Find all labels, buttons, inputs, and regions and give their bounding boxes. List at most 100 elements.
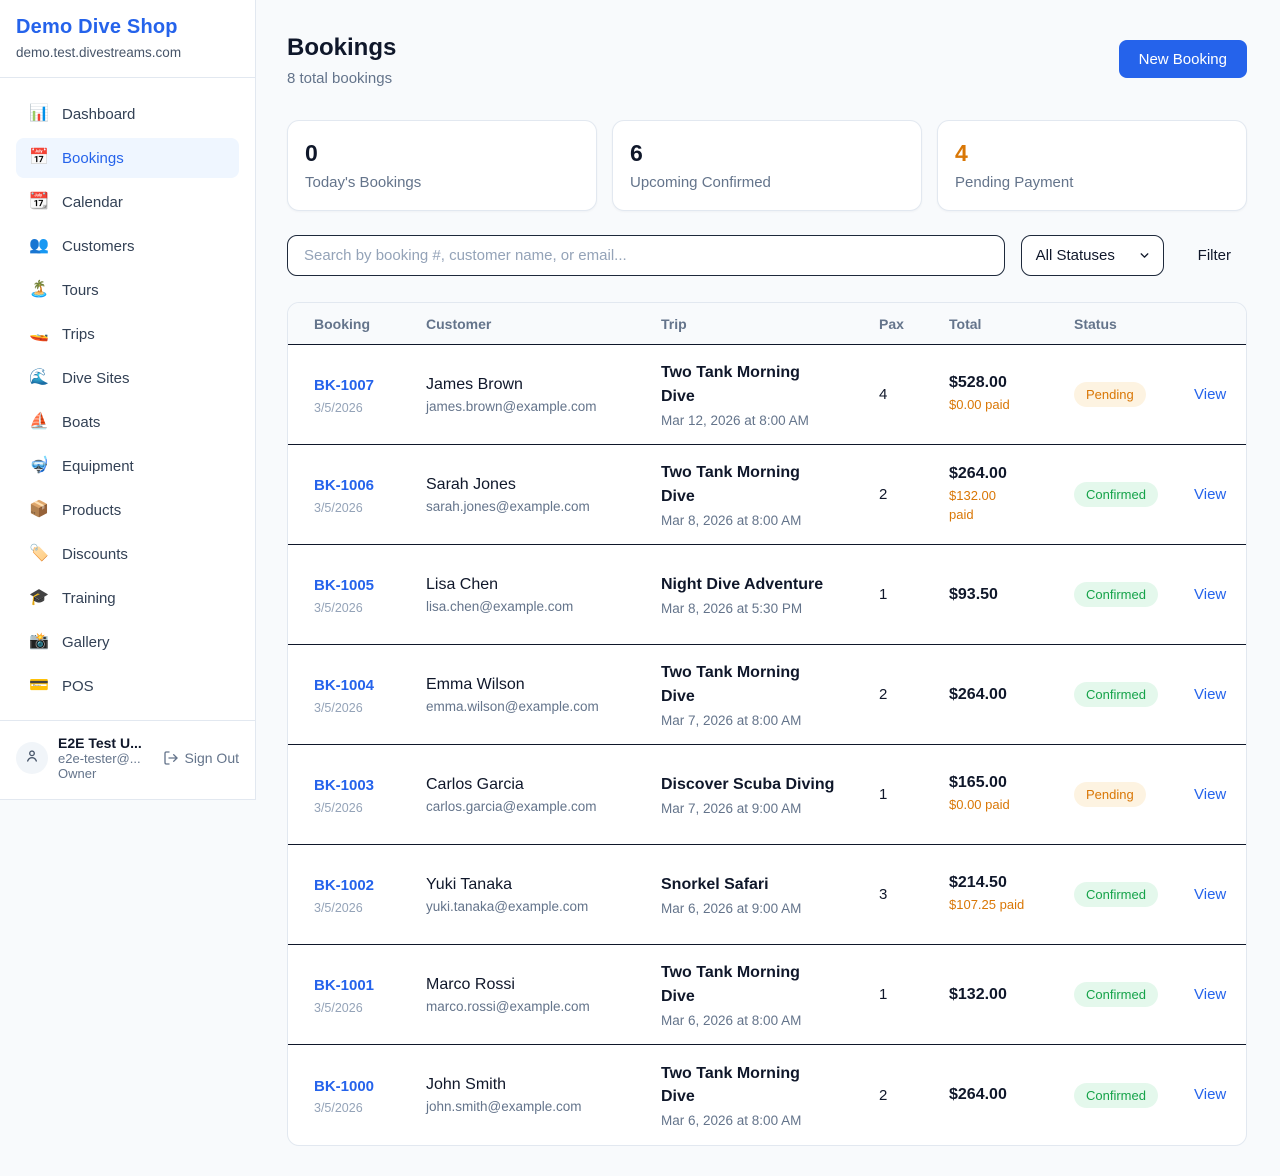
people-icon: 👥 [29,237,49,254]
status-filter-select[interactable]: All Statuses [1020,235,1164,276]
view-link[interactable]: View [1194,485,1227,503]
customer-name: John Smith [426,1076,507,1093]
column-header-status: Status [1074,315,1117,332]
shop-domain: demo.test.divestreams.com [16,45,182,60]
booking-id-link[interactable]: BK-1005 [314,577,375,595]
sidebar-item-tours[interactable]: 🏝️ Tours [16,270,239,310]
pax-count: 1 [879,986,888,1003]
view-link[interactable]: View [1194,385,1227,403]
sidebar-item-calendar[interactable]: 📆 Calendar [16,182,239,222]
booking-date: 3/5/2026 [314,500,363,515]
page-title-block: Bookings 8 total bookings [287,34,396,87]
shop-header: Demo Dive Shop demo.test.divestreams.com [0,0,255,78]
sidebar-item-trips[interactable]: 🚤 Trips [16,314,239,354]
total-cell: $165.00 $0.00 paid [949,774,1074,815]
sidebar-item-dive-sites[interactable]: 🌊 Dive Sites [16,358,239,398]
booking-cell: BK-1005 3/5/2026 [314,574,426,614]
trip-cell: Snorkel Safari Mar 6, 2026 at 9:00 AM [661,873,879,916]
booking-date: 3/5/2026 [314,600,363,615]
view-link[interactable]: View [1194,785,1227,803]
trip-datetime: Mar 7, 2026 at 9:00 AM [661,801,802,817]
trip-datetime: Mar 6, 2026 at 8:00 AM [661,1012,802,1028]
trip-cell: Discover Scuba Diving Mar 7, 2026 at 9:00… [661,773,879,816]
sidebar-item-label: Training [62,589,116,607]
sign-out-button[interactable]: Sign Out [163,750,239,766]
view-link[interactable]: View [1194,885,1227,903]
booking-cell: BK-1006 3/5/2026 [314,474,426,514]
tear-off-calendar-icon: 📆 [29,193,49,210]
sidebar-item-customers[interactable]: 👥 Customers [16,226,239,266]
sidebar-item-gallery[interactable]: 📸 Gallery [16,622,239,662]
page-subtitle: 8 total bookings [287,70,393,87]
customer-name: Emma Wilson [426,675,525,693]
pax-count: 1 [879,786,888,803]
sidebar-item-label: Tours [62,281,99,299]
sidebar-item-dashboard[interactable]: 📊 Dashboard [16,94,239,134]
filter-row: All Statuses Filter [287,235,1247,276]
customer-cell: James Brown james.brown@example.com [426,376,661,414]
user-meta: E2E Test U... e2e-tester@... Owner [58,735,153,781]
paid-amount: $0.00 paid [949,797,1010,813]
sidebar-item-bookings[interactable]: 📅 Bookings [16,138,239,178]
view-link[interactable]: View [1194,585,1227,603]
user-name: E2E Test U... [58,735,142,751]
sidebar-item-pos[interactable]: 💳 POS [16,666,239,706]
total-amount: $264.00 [949,685,1007,703]
stat-card-pending-payment: 4 Pending Payment [937,120,1247,211]
trip-datetime: Mar 7, 2026 at 8:00 AM [661,712,802,728]
total-cell: $93.50 [949,586,1074,604]
sidebar-item-equipment[interactable]: 🤿 Equipment [16,446,239,486]
paid-amount: $0.00 paid [949,397,1010,413]
customer-email: lisa.chen@example.com [426,598,574,614]
customer-name: James Brown [426,375,523,393]
trip-name: Two Tank Morning Dive [661,1064,800,1105]
sidebar-item-products[interactable]: 📦 Products [16,490,239,530]
sidebar-item-training[interactable]: 🎓 Training [16,578,239,618]
booking-id-link[interactable]: BK-1002 [314,877,375,895]
booking-id-link[interactable]: BK-1006 [314,477,375,495]
booking-date: 3/5/2026 [314,900,363,915]
booking-id-link[interactable]: BK-1004 [314,677,375,695]
package-icon: 📦 [29,501,49,518]
trip-name: Two Tank Morning Dive [661,664,800,705]
booking-cell: BK-1000 3/5/2026 [314,1075,426,1115]
sidebar-item-discounts[interactable]: 🏷️ Discounts [16,534,239,574]
booking-id-link[interactable]: BK-1000 [314,1077,375,1095]
total-amount: $264.00 [949,1086,1007,1103]
pax-count: 4 [879,386,888,403]
booking-date: 3/5/2026 [314,1000,363,1015]
booking-cell: BK-1007 3/5/2026 [314,374,426,414]
customer-email: john.smith@example.com [426,1099,582,1114]
trip-name: Two Tank Morning Dive [661,964,800,1005]
booking-id-link[interactable]: BK-1003 [314,777,375,795]
trip-name: Two Tank Morning Dive [661,364,800,405]
sidebar-item-boats[interactable]: ⛵ Boats [16,402,239,442]
booking-id-link[interactable]: BK-1007 [314,377,375,395]
user-role: Owner [58,766,97,781]
avatar [16,742,48,774]
total-amount: $214.50 [949,874,1007,892]
stat-value: 4 [955,140,968,166]
filter-button[interactable]: Filter [1182,247,1247,264]
trip-name: Two Tank Morning Dive [661,464,800,505]
table-row: BK-1000 3/5/2026 John Smith john.smith@exam… [288,1045,1246,1145]
actions-cell: View [1194,786,1226,804]
customer-email: sarah.jones@example.com [426,498,590,514]
status-badge: Pending [1074,382,1146,407]
column-header-total: Total [949,315,982,332]
trip-datetime: Mar 8, 2026 at 8:00 AM [661,512,802,528]
status-badge: Confirmed [1074,482,1158,507]
trip-datetime: Mar 6, 2026 at 9:00 AM [661,901,802,917]
customer-name: Marco Rossi [426,975,515,993]
total-cell: $132.00 [949,986,1074,1004]
view-link[interactable]: View [1194,1086,1227,1103]
view-link[interactable]: View [1194,985,1227,1003]
search-input[interactable] [287,235,1005,276]
sidebar-nav: 📊 Dashboard 📅 Bookings 📆 Calendar 👥 Customers 🏝️… [0,78,255,720]
customer-name: Sarah Jones [426,475,516,493]
person-icon [24,748,40,769]
stat-value: 6 [630,140,643,166]
view-link[interactable]: View [1194,685,1227,703]
booking-id-link[interactable]: BK-1001 [314,977,375,995]
new-booking-button[interactable]: New Booking [1118,40,1247,78]
